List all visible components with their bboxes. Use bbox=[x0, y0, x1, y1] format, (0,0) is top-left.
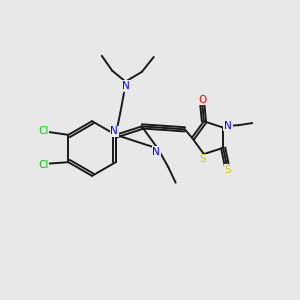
Text: N: N bbox=[224, 121, 232, 131]
Text: N: N bbox=[110, 126, 118, 136]
Text: Cl: Cl bbox=[38, 126, 48, 136]
Text: S: S bbox=[224, 165, 231, 175]
Text: N: N bbox=[122, 80, 129, 91]
Text: S: S bbox=[200, 154, 206, 164]
Text: N: N bbox=[152, 147, 160, 157]
Text: Cl: Cl bbox=[38, 160, 48, 170]
Text: O: O bbox=[199, 94, 207, 105]
